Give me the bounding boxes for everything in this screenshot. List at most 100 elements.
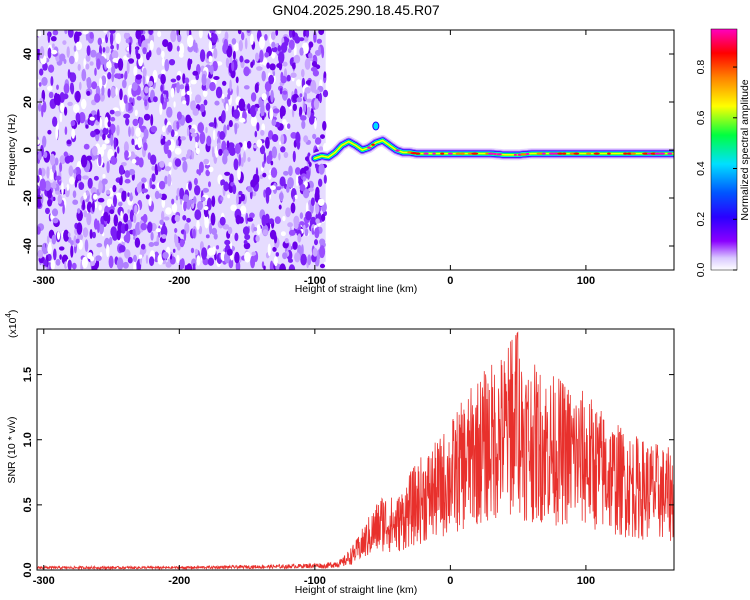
noise-blob xyxy=(83,210,88,218)
noise-blob xyxy=(66,46,70,58)
noise-blob xyxy=(82,199,86,211)
noise-blob xyxy=(78,182,85,190)
noise-blob xyxy=(240,205,247,215)
noise-blob xyxy=(148,196,152,207)
noise-blob xyxy=(136,96,142,101)
noise-blob xyxy=(306,169,311,180)
noise-blob xyxy=(60,102,65,113)
noise-blob xyxy=(112,184,117,193)
noise-blob xyxy=(235,76,239,84)
noise-blob xyxy=(116,146,120,154)
noise-blob xyxy=(89,229,93,239)
noise-blob xyxy=(293,219,299,230)
noise-blob xyxy=(278,51,285,64)
noise-blob xyxy=(179,187,185,200)
noise-blob xyxy=(292,103,297,112)
noise-blob xyxy=(47,129,52,135)
ridge-peak xyxy=(423,152,429,155)
noise-blob xyxy=(219,131,226,140)
noise-blob xyxy=(243,85,250,90)
noise-blob xyxy=(129,97,133,104)
noise-blob xyxy=(251,251,257,256)
noise-blob xyxy=(141,177,147,183)
noise-blob xyxy=(308,187,314,192)
noise-blob xyxy=(176,45,180,52)
ridge-peak xyxy=(520,153,527,156)
noise-blob xyxy=(293,44,297,57)
noise-blob xyxy=(77,233,84,241)
noise-blob xyxy=(318,146,324,152)
noise-blob xyxy=(305,211,312,221)
noise-blob xyxy=(208,181,211,188)
noise-blob xyxy=(67,69,71,79)
noise-blob xyxy=(203,158,210,165)
noise-blob xyxy=(62,203,65,215)
noise-blob xyxy=(129,42,132,55)
noise-blob xyxy=(69,176,75,185)
noise-blob xyxy=(72,190,77,198)
noise-blob xyxy=(314,190,320,203)
ridge-peak xyxy=(607,152,611,155)
noise-blob xyxy=(86,77,92,89)
noise-blob xyxy=(127,36,133,46)
noise-blob xyxy=(170,129,175,138)
noise-blob xyxy=(205,169,210,177)
noise-blob xyxy=(64,106,68,116)
noise-blob xyxy=(177,33,182,43)
noise-blob xyxy=(85,124,89,129)
snr-y-ticks: 0.0 0.5 1.0 1.5 xyxy=(22,367,674,578)
noise-blob xyxy=(184,77,190,84)
noise-blob xyxy=(200,196,206,202)
noise-blob xyxy=(180,136,187,141)
noise-blob xyxy=(148,30,153,36)
noise-blob xyxy=(162,125,166,133)
noise-blob xyxy=(264,81,272,92)
noise-blob xyxy=(161,234,167,239)
noise-blob xyxy=(155,228,161,233)
noise-blob xyxy=(150,114,154,126)
noise-blob xyxy=(319,92,322,104)
noise-blob xyxy=(314,117,317,130)
noise-blob xyxy=(47,199,53,207)
noise-blob xyxy=(293,54,301,64)
noise-blob xyxy=(270,185,276,191)
noise-blob xyxy=(63,151,68,157)
noise-blob xyxy=(52,43,55,49)
noise-blob xyxy=(246,140,252,149)
noise-blob xyxy=(95,255,102,262)
noise-blob xyxy=(199,131,206,145)
noise-blob xyxy=(166,139,172,146)
noise-blob xyxy=(47,31,51,44)
noise-blob xyxy=(128,168,136,176)
noise-blob xyxy=(108,129,112,135)
noise-blob xyxy=(75,90,81,103)
noise-blob xyxy=(255,52,259,62)
noise-blob xyxy=(301,120,306,129)
noise-blob xyxy=(238,154,242,167)
noise-blob xyxy=(45,207,50,215)
noise-blob xyxy=(134,204,138,215)
noise-blob xyxy=(138,254,143,259)
spectrogram-x-ticks: -300 -200 -100 0 100 xyxy=(33,30,595,287)
noise-blob xyxy=(38,167,42,178)
noise-blob xyxy=(310,197,315,206)
noise-blob xyxy=(270,160,274,166)
noise-blob xyxy=(129,194,133,202)
noise-blob xyxy=(165,207,172,215)
noise-blob xyxy=(170,78,177,83)
ridge-peak xyxy=(623,152,628,155)
noise-blob xyxy=(66,140,72,145)
noise-blob xyxy=(167,124,172,133)
noise-blob xyxy=(201,73,207,86)
noise-blob xyxy=(319,238,326,246)
noise-blob xyxy=(123,234,131,243)
noise-blob xyxy=(81,256,88,269)
noise-blob xyxy=(286,185,290,193)
noise-blob xyxy=(321,213,326,222)
noise-blob xyxy=(209,30,216,34)
noise-blob xyxy=(205,126,208,134)
x-tick-label: -100 xyxy=(304,275,326,287)
noise-blob xyxy=(263,189,266,198)
noise-blob xyxy=(287,177,294,188)
noise-blob xyxy=(48,249,52,254)
